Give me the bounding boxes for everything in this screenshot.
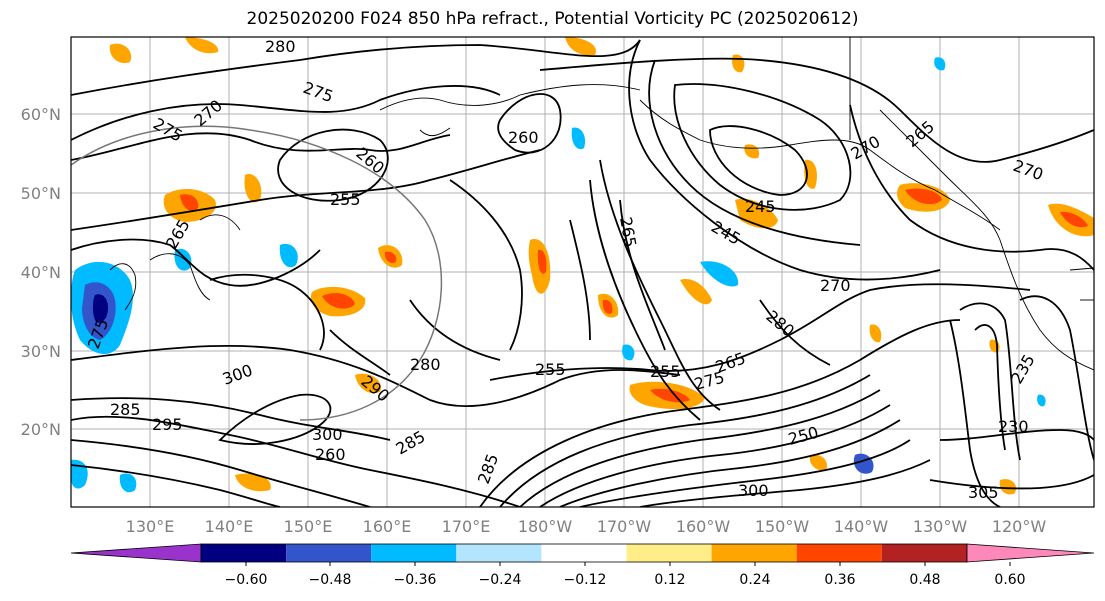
contour-label: 255 [330,190,361,209]
longitude-label: 130°W [913,517,968,536]
longitude-label: 170°E [442,517,491,536]
colorbar-swatch [201,544,287,562]
colorbar-swatch [371,544,457,562]
colorbar-tick-label: 0.60 [994,572,1025,588]
longitude-label: 150°E [284,517,333,536]
contour-label: 260 [315,445,346,464]
contour-label: 245 [745,197,776,216]
longitude-label: 120°W [992,517,1047,536]
longitude-label: 140°W [834,517,889,536]
contour-label: 280 [410,355,441,374]
colorbar-extend-high [966,543,1095,563]
colorbar-tick-label: −0.36 [394,572,437,588]
colorbar-tick-label: −0.48 [309,572,352,588]
coastlines [109,37,1094,371]
contour-label: 230 [998,417,1029,436]
colorbar-swatch [541,544,627,562]
colorbar-tick-label: 0.36 [824,572,855,588]
map-frame [70,36,1095,508]
colorbar-extend-low [70,543,202,563]
latitude-labels: 60°N 50°N 40°N 30°N 20°N [21,105,61,439]
map-title: 2025020200 F024 850 hPa refract., Potent… [246,9,859,29]
contour-label: 280 [265,37,296,56]
colorbar-swatch [286,544,372,562]
longitude-label: 180°W [518,517,573,536]
colorbar-swatch [711,544,797,562]
colorbar-tick-label: 0.48 [909,572,940,588]
latitude-label: 40°N [21,263,61,282]
contour-label: 300 [312,425,343,444]
longitude-label: 170°W [597,517,652,536]
contour-label: 255 [650,362,681,381]
refractivity-contours [71,39,1094,507]
colorbar-tick-label: −0.60 [225,572,268,588]
contour-label: 260 [508,128,539,147]
contour-label: 300 [738,481,769,500]
latitude-label: 20°N [21,420,61,439]
contour-label: 285 [110,400,141,419]
contour-label: 255 [535,360,566,379]
colorbar-tick-label: −0.12 [564,572,607,588]
range-circle [71,125,443,421]
colorbar-swatch [881,544,967,562]
longitude-label: 140°E [205,517,254,536]
longitude-label: 160°E [363,517,412,536]
longitude-label: 150°W [755,517,810,536]
contour-label: 295 [152,415,183,434]
colorbar-swatch [796,544,882,562]
colorbar-tick-label: 0.12 [654,572,685,588]
colorbar-tick-label: −0.24 [479,572,522,588]
longitude-label: 130°E [126,517,175,536]
latitude-label: 30°N [21,342,61,361]
colorbar-outline [200,543,968,563]
contour-label: 270 [820,276,851,295]
latitude-label: 50°N [21,184,61,203]
longitude-labels: 130°E 140°E 150°E 160°E 170°E 180°W 170°W 160°W… [126,517,1047,536]
longitude-label: 160°W [676,517,731,536]
colorbar: −0.60 −0.48 −0.36 −0.24 −0.12 0.12 0.24 0.36 0.4… [70,543,1095,588]
colorbar-swatch [626,544,712,562]
colorbar-swatch [456,544,542,562]
contour-label: 305 [968,483,999,502]
colorbar-tick-label: 0.24 [739,572,770,588]
latitude-label: 60°N [21,105,61,124]
